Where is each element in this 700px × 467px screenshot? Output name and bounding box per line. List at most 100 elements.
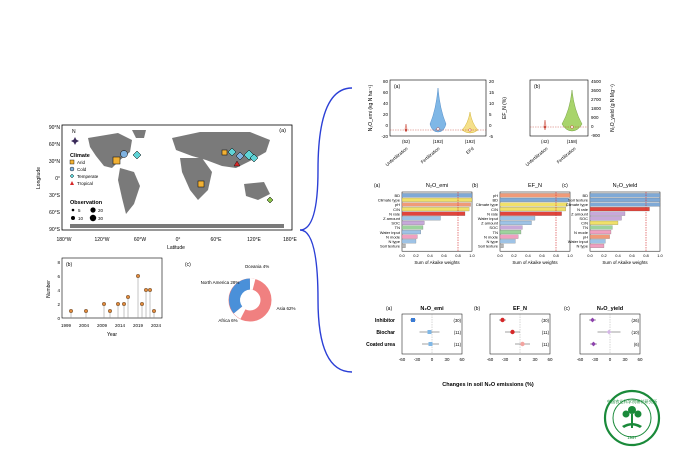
importance-variable-label: BD: [492, 198, 498, 203]
map-y-ticks: 90°N 60°N 30°N 0° 30°S 60°S 90°S: [49, 125, 61, 233]
year-point: [108, 309, 112, 313]
compass-icon: [71, 137, 79, 145]
legend-label: 30: [98, 216, 104, 221]
map-ytick: 60°N: [49, 142, 61, 148]
importance-variable-label: Climate type: [476, 202, 499, 207]
forest-estimate: [520, 341, 525, 347]
importance-xtick: 1.0: [657, 253, 663, 258]
importance-variable-label: BD: [582, 193, 588, 198]
violin-a-y-ticks: -20 0 20 40 60 80: [381, 79, 388, 139]
climate-legend: Climate Arid Cold Temperate Tropical: [69, 153, 99, 186]
violin-b-ytick: 2700: [591, 97, 602, 102]
forest-x-label: Changes in soil N₂O emissions (%): [442, 382, 534, 388]
importance-xtick: 0.4: [525, 253, 531, 258]
forest-xtick: 30: [622, 357, 628, 362]
forest-estimate: [428, 342, 433, 346]
map-x-label: Latitude: [167, 245, 185, 251]
timeline-ytick: 2: [57, 302, 60, 307]
importance-bar: [401, 202, 471, 207]
importance-x-label: Sum of Akaike weights: [602, 260, 648, 265]
importance-xtick: 0.4: [427, 253, 433, 258]
cold-swatch: [69, 166, 75, 172]
importance-variable-label: Soil texture: [380, 244, 401, 249]
importance-variable-label: SOC: [391, 221, 400, 226]
importance-panel-title: EF_N: [528, 183, 542, 189]
importance-variable-label: Climate type: [566, 202, 589, 207]
map-panel: N (a) 90°N 60°N 30°N 0° 30°S 60°S 90°S 1…: [36, 124, 297, 251]
map-ytick: 60°S: [49, 210, 61, 216]
importance-panel-label: (a): [374, 183, 380, 189]
importance-bar: [589, 202, 661, 207]
map-ytick: 30°S: [49, 193, 61, 199]
year-point: [69, 309, 73, 313]
violin-a-y2-label: EF_N (%): [502, 97, 508, 119]
importance-variable-label: Z amount: [481, 221, 499, 226]
size-swatch: [90, 207, 96, 213]
importance-bar: [499, 216, 536, 221]
importance-xtick: 0.8: [455, 253, 461, 258]
importance-variable-label: SOC: [489, 225, 498, 230]
cotton-plant-icon: [622, 406, 642, 428]
importance-bar: [401, 207, 470, 212]
timeline-xtick: 2014: [115, 323, 126, 328]
forest-estimate: [606, 329, 612, 335]
donut-slice-africa: [233, 306, 246, 319]
site-marker: [132, 150, 142, 160]
importance-variable-label: C/N: [393, 207, 400, 212]
africa-shape: [180, 158, 212, 200]
forest-estimate: [411, 318, 415, 322]
importance-bar: [589, 216, 622, 221]
year-point: [122, 302, 126, 306]
importance-bar: [589, 211, 626, 216]
donut-label-north-america: North America 28%: [201, 280, 240, 285]
violin-a-ytick: -20: [381, 134, 388, 139]
importance-xtick: 0.8: [553, 253, 559, 258]
forest-panels: Inhibitor Biochar Coated urea (a) N₂O_emi (30…: [366, 306, 643, 362]
violin-shape: [543, 119, 547, 131]
violin-b-ytick: 1800: [591, 106, 602, 111]
importance-bar: [499, 207, 566, 212]
legend-label: Cold: [77, 167, 87, 172]
donut-panel-label: (c): [185, 262, 191, 268]
donut-slice-north-america: [229, 278, 251, 314]
site-marker: [235, 151, 245, 161]
violin-a-group: Fertilization: [420, 146, 441, 165]
timeline-xtick: 1999: [61, 323, 72, 328]
timeline-panel-label: (b): [66, 262, 72, 268]
site-marker: [112, 156, 121, 165]
violin-a-group: Unfertilization: [385, 146, 409, 168]
violin-a-counts: (52) (192) (192): [402, 139, 476, 144]
arid-swatch: [69, 159, 75, 165]
importance-xtick: 0.0: [497, 253, 503, 258]
violin-a-panel-label: (a): [394, 84, 400, 90]
importance-panel-label: (c): [562, 183, 568, 189]
importance-bar: [401, 225, 424, 230]
site-marker: [221, 149, 228, 156]
importance-variable-label: C/N: [491, 207, 498, 212]
timeline-ytick: 6: [57, 274, 60, 279]
legend-label: Arid: [77, 160, 85, 165]
timeline-x-ticks: 1999 2004 2009 2014 2019 2024: [61, 323, 162, 328]
importance-bar: [589, 193, 661, 198]
importance-variable-label: pH: [395, 202, 400, 207]
forest-estimate: [427, 330, 432, 334]
violin-b-frame: [529, 79, 589, 137]
importance-variable-label: Z amount: [571, 211, 589, 216]
importance-bar: [499, 230, 522, 235]
violin-b-ytick: 900: [591, 115, 599, 120]
violin-a-count: (192): [433, 139, 444, 144]
timeline-ytick: 0: [57, 316, 60, 321]
site-marker: [197, 180, 205, 188]
forest-estimate: [500, 317, 505, 323]
timeline-stems: [69, 274, 156, 318]
greenland-shape: [132, 130, 146, 138]
importance-variable-label: SOC: [579, 216, 588, 221]
map-xtick: 120°W: [94, 237, 109, 243]
importance-xtick: 0.8: [643, 253, 649, 258]
importance-variable-label: Z amount: [383, 216, 401, 221]
importance-bar: [589, 220, 619, 225]
forest-xtick: 30: [532, 357, 538, 362]
land-masses: [70, 130, 284, 228]
australia-shape: [244, 182, 270, 200]
